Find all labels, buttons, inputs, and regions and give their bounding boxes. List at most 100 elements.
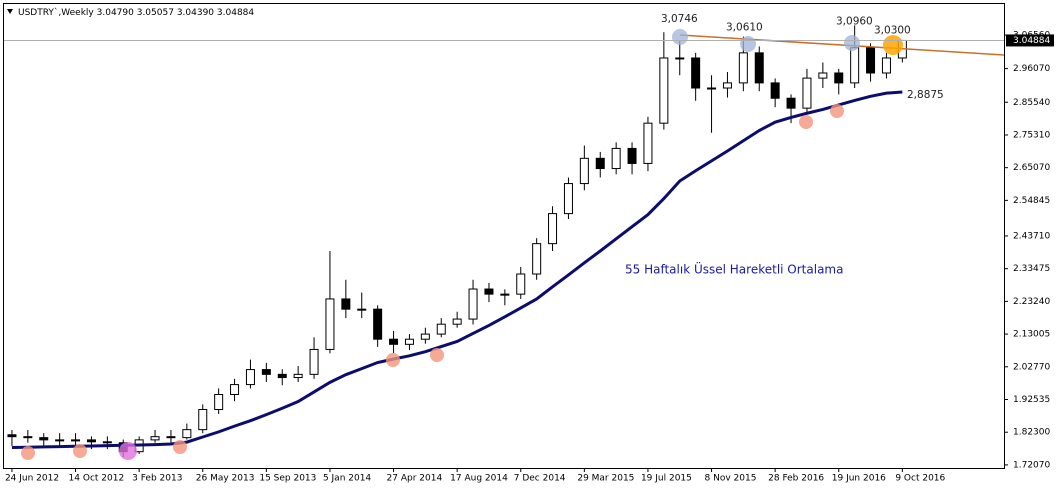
- y-tick-label: 2.75310: [1013, 130, 1050, 140]
- candle-body: [293, 373, 303, 379]
- annotation: 3,0960: [836, 15, 873, 27]
- candle-body: [7, 434, 17, 438]
- x-tick-label: 15 Sep 2013: [259, 474, 316, 484]
- x-tick-label: 3 Feb 2013: [132, 474, 182, 484]
- annotation: 3,0300: [874, 24, 911, 36]
- candle-body: [404, 338, 414, 345]
- candle-body: [166, 436, 176, 439]
- ohlc-value: 3.05057: [137, 8, 174, 18]
- candle-body: [309, 348, 319, 375]
- candle-body: [722, 82, 732, 89]
- current-marker: [883, 35, 903, 55]
- y-tick-label: 2.65070: [1013, 163, 1050, 173]
- y-tick-label: 2.02770: [1013, 362, 1050, 372]
- candle-body: [182, 429, 192, 439]
- candle-body: [754, 52, 764, 84]
- candle-body: [707, 87, 717, 90]
- resistance-line: [679, 34, 1005, 56]
- y-tick-label: 2.13005: [1013, 330, 1050, 340]
- candle-body: [198, 409, 208, 431]
- menu-icon: [7, 9, 13, 14]
- candle-body: [86, 439, 96, 443]
- header: USDTRY`,Weekly 3.04790 3.05057 3.04390 3…: [18, 7, 254, 18]
- y-tick-label: 2.23240: [1013, 297, 1050, 307]
- last-price-box: [1006, 34, 1054, 47]
- ohlc-value: 3.04390: [177, 8, 214, 18]
- ohlc-value: 3.04790: [97, 8, 134, 18]
- support-marker: [430, 348, 444, 362]
- candle-body: [500, 293, 510, 296]
- candle-body: [373, 308, 383, 340]
- candle-body: [532, 243, 542, 275]
- candle-body: [627, 147, 637, 164]
- annotation: 3,0746: [661, 13, 698, 25]
- candle-body: [436, 323, 446, 335]
- support-marker: [21, 446, 35, 460]
- candle-body: [230, 384, 240, 395]
- candle-body: [102, 441, 112, 444]
- y-tick-label: 1.72070: [1013, 460, 1050, 470]
- support-marker: [386, 353, 400, 367]
- y-tick-label: 2.85540: [1013, 98, 1050, 108]
- candle-body: [23, 436, 33, 439]
- candle-body: [579, 157, 589, 185]
- last-price-label: 3.04884: [1013, 36, 1050, 46]
- candle-body: [325, 298, 335, 350]
- candle-body: [563, 183, 573, 215]
- candle-body: [484, 288, 494, 295]
- x-tick-label: 29 Mar 2015: [577, 474, 634, 484]
- candle-body: [738, 52, 748, 84]
- candle-body: [675, 57, 685, 60]
- candle-body: [420, 333, 430, 340]
- x-tick-label: 27 Apr 2014: [387, 474, 443, 484]
- x-tick-label: 17 Aug 2014: [450, 474, 508, 484]
- candle-body: [850, 47, 860, 84]
- candle-body: [55, 439, 65, 442]
- candle-body: [786, 97, 796, 109]
- candle-body: [770, 82, 780, 99]
- x-tick-label: 9 Oct 2016: [895, 474, 945, 484]
- candle-body: [277, 373, 287, 379]
- y-tick-label: 2.43710: [1013, 231, 1050, 241]
- low-marker: [119, 442, 137, 460]
- x-tick-label: 26 May 2013: [196, 474, 255, 484]
- support-marker: [830, 104, 844, 118]
- candle-body: [341, 298, 351, 310]
- symbol: USDTRY`,Weekly: [18, 7, 94, 18]
- support-marker: [173, 440, 187, 454]
- peak-marker: [672, 29, 688, 45]
- candle-body: [818, 72, 828, 79]
- x-tick-label: 19 Jun 2016: [832, 474, 886, 484]
- candle-body: [866, 47, 876, 74]
- x-tick-label: 8 Nov 2015: [705, 474, 757, 484]
- ma-label: 55 Haftalık Üssel Hareketli Ortalama: [625, 261, 843, 277]
- y-tick-label: 2.54845: [1013, 196, 1050, 206]
- peak-marker: [844, 35, 860, 51]
- candle-body: [659, 57, 669, 124]
- candle-body: [611, 147, 621, 170]
- support-marker: [799, 115, 813, 129]
- candle-body: [881, 57, 891, 74]
- x-tick-label: 7 Dec 2014: [514, 474, 566, 484]
- candle-body: [548, 213, 558, 245]
- peak-marker: [740, 36, 756, 52]
- x-tick-label: 5 Jan 2014: [323, 474, 371, 484]
- candle-body: [214, 393, 224, 411]
- y-tick-label: 2.33475: [1013, 264, 1050, 274]
- candle-body: [595, 157, 605, 170]
- annotation: 3,0610: [726, 22, 763, 34]
- candle-body: [245, 369, 255, 386]
- candle-body: [150, 436, 160, 441]
- candle-body: [802, 77, 812, 109]
- candle-body: [468, 288, 478, 320]
- moving-average: [11, 90, 903, 450]
- candle-body: [691, 57, 701, 89]
- annotation: 2,8875: [907, 89, 944, 101]
- candle-body: [516, 273, 526, 295]
- support-marker: [73, 444, 87, 458]
- x-tick-label: 24 Jun 2012: [5, 474, 59, 484]
- candle-body: [643, 122, 653, 164]
- candle-body: [834, 72, 844, 84]
- y-tick-label: 1.92535: [1013, 395, 1050, 405]
